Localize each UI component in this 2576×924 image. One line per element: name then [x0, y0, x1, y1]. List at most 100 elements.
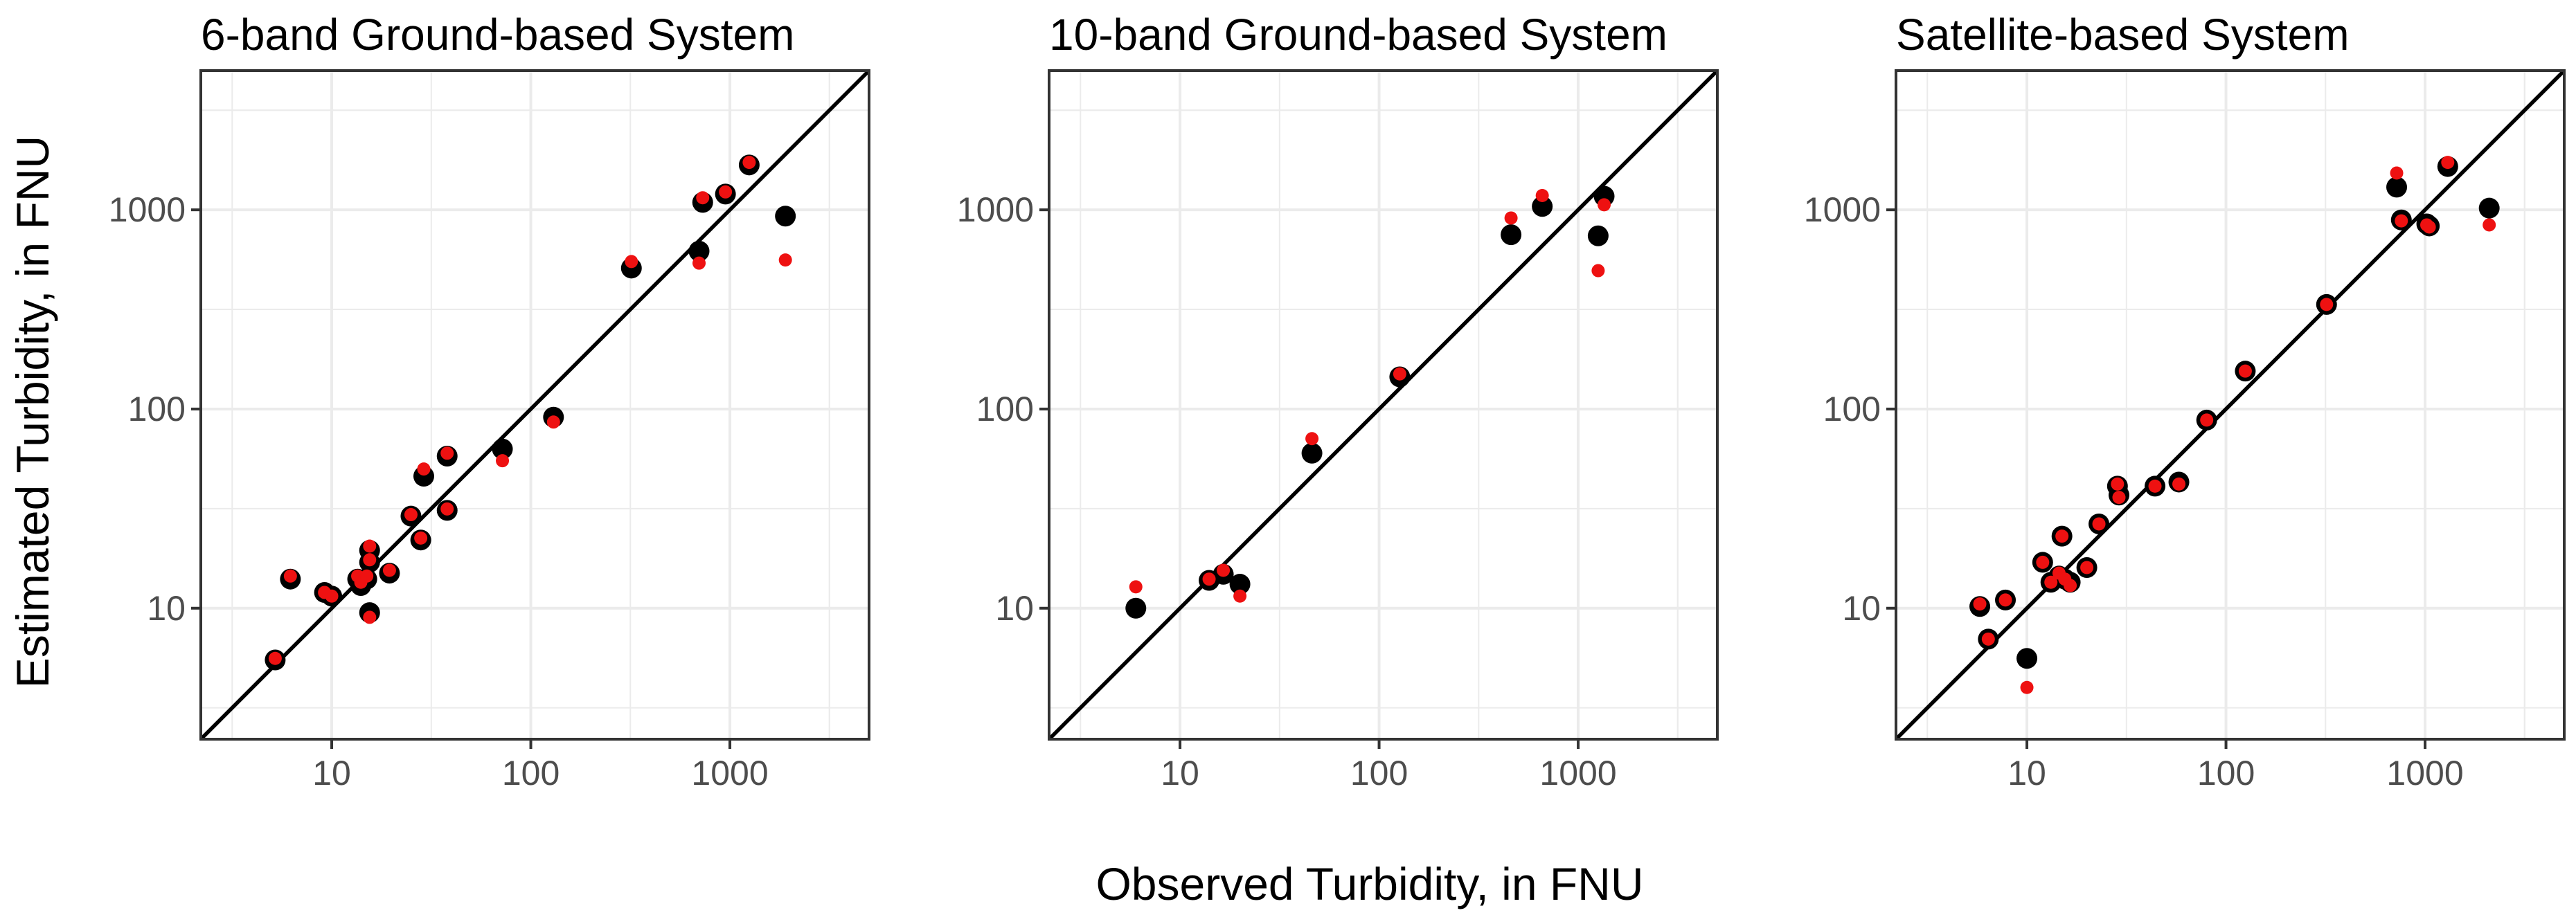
black-point: [2016, 648, 2038, 669]
x-tick-label: 1000: [1539, 754, 1616, 792]
x-tick-label: 10: [1161, 754, 1199, 792]
red-point: [404, 508, 418, 522]
black-point: [1301, 442, 1323, 464]
red-point: [360, 569, 374, 583]
black-point: [1125, 597, 1147, 619]
panel-title: 10-band Ground-based System: [1049, 10, 1667, 60]
red-point: [417, 462, 431, 476]
red-point: [692, 256, 706, 270]
red-point: [1202, 572, 1216, 586]
black-point: [1229, 574, 1251, 595]
panels: 10 100 1000 10 100 1000 6-band Ground-based Sy…: [109, 10, 2566, 792]
red-point: [2483, 218, 2496, 232]
x-tick-label: 1000: [691, 754, 768, 792]
identity-line: [201, 71, 869, 739]
red-point: [742, 156, 756, 170]
data-points: [265, 154, 796, 671]
red-point: [2238, 364, 2252, 378]
panel-border: [1895, 69, 2566, 741]
red-point: [1598, 198, 1611, 212]
x-tick-label: 100: [1350, 754, 1408, 792]
x-tick-label: 1000: [2386, 754, 2463, 792]
red-point: [2112, 491, 2126, 505]
red-point: [1591, 264, 1605, 278]
red-point: [2055, 529, 2069, 543]
red-point: [2044, 575, 2058, 589]
x-tick-label: 10: [2007, 754, 2046, 792]
red-point: [1217, 563, 1231, 577]
black-point: [1587, 225, 1609, 246]
red-point: [496, 454, 510, 468]
panel-2: 10 100 1000 10 100 1000 10-band Ground-based S…: [957, 10, 1719, 792]
y-tick-label: 10: [147, 589, 186, 628]
gridlines: [1049, 71, 1717, 739]
red-point: [363, 539, 377, 553]
red-point: [625, 255, 638, 269]
data-points: [1969, 156, 2500, 694]
black-point: [492, 438, 513, 460]
y-axis-label: Estimated Turbidity, in FNU: [7, 136, 58, 688]
red-point: [778, 253, 792, 267]
data-points: [1125, 185, 1615, 619]
y-tick-label: 10: [1842, 589, 1881, 628]
red-point: [2111, 477, 2125, 491]
red-point: [1305, 432, 1319, 446]
black-point: [1532, 196, 1553, 217]
red-point: [2020, 680, 2034, 694]
red-point: [1129, 580, 1143, 594]
red-point: [440, 446, 454, 460]
red-point: [325, 589, 339, 603]
red-point: [382, 563, 396, 577]
red-point: [2390, 166, 2404, 180]
red-point: [440, 502, 454, 516]
identity-line: [1896, 71, 2564, 739]
black-point: [1501, 224, 1522, 246]
red-point: [2080, 561, 2094, 574]
identity-line: [1049, 71, 1717, 739]
x-axis-label: Observed Turbidity, in FNU: [1095, 858, 1643, 909]
black-point: [2386, 176, 2408, 198]
red-point: [1504, 211, 1518, 225]
black-point: [688, 240, 710, 262]
panel-title: Satellite-based System: [1896, 10, 2350, 60]
red-point: [268, 651, 282, 665]
red-point: [2172, 477, 2186, 491]
red-point: [363, 553, 377, 567]
x-tick-label: 10: [312, 754, 351, 792]
red-point: [696, 191, 710, 205]
panel-border: [1048, 69, 1719, 741]
black-point: [2478, 197, 2500, 219]
panel-3: 10 100 1000 10 100 1000 Satellite-based System: [1804, 10, 2566, 792]
red-point: [1981, 632, 1995, 646]
red-point: [283, 569, 297, 583]
red-point: [2092, 517, 2106, 531]
gridlines: [201, 71, 869, 739]
red-point: [1233, 589, 1247, 603]
black-point: [775, 206, 796, 227]
red-point: [2200, 413, 2214, 427]
red-point: [2320, 298, 2334, 311]
red-point: [2441, 156, 2455, 170]
red-point: [719, 185, 733, 199]
red-point: [2422, 220, 2436, 234]
y-tick-label: 100: [976, 390, 1034, 428]
panel-border: [199, 69, 870, 741]
red-point: [1393, 367, 1406, 381]
red-point: [2064, 579, 2077, 592]
y-tick-label: 1000: [957, 190, 1034, 229]
y-tick-label: 10: [995, 589, 1034, 628]
y-tick-label: 100: [1823, 390, 1881, 428]
gridlines: [1896, 71, 2564, 739]
panel-1: 10 100 1000 10 100 1000 6-band Ground-based Sy…: [109, 10, 870, 792]
red-point: [2036, 555, 2050, 569]
red-point: [2395, 214, 2408, 228]
y-tick-label: 1000: [109, 190, 186, 229]
y-tick-label: 100: [128, 390, 186, 428]
red-point: [414, 531, 428, 545]
panel-title: 6-band Ground-based System: [201, 10, 794, 60]
red-point: [1535, 188, 1549, 202]
red-point: [546, 415, 560, 429]
x-tick-label: 100: [502, 754, 560, 792]
red-point: [1998, 593, 2012, 607]
